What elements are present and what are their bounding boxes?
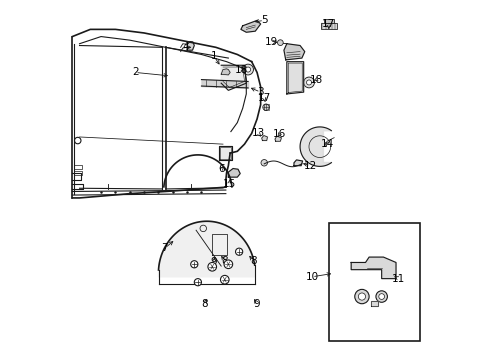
Polygon shape [261,135,267,140]
Circle shape [303,77,314,88]
Text: 10: 10 [305,272,318,282]
Bar [74,171,82,175]
Text: 11: 11 [391,274,405,284]
Polygon shape [300,127,331,166]
Bar [263,104,268,110]
Text: 17: 17 [257,93,270,103]
Circle shape [358,293,365,300]
Polygon shape [221,65,246,90]
Text: 19: 19 [264,37,278,47]
Circle shape [220,275,228,284]
Circle shape [224,260,232,269]
Text: 7: 7 [161,243,168,253]
Text: 17: 17 [322,19,335,29]
Polygon shape [274,136,281,141]
Circle shape [242,64,253,75]
Polygon shape [370,301,377,306]
Text: 4: 4 [182,42,188,52]
Bar [74,165,82,169]
Circle shape [235,248,242,255]
Polygon shape [187,41,194,50]
Polygon shape [286,62,303,94]
Text: 12: 12 [304,161,317,171]
Polygon shape [284,44,304,60]
Text: 2: 2 [132,67,138,77]
Text: 6: 6 [218,164,224,174]
Text: 1: 1 [210,51,217,61]
Text: 14: 14 [320,139,333,149]
Circle shape [245,67,250,72]
Circle shape [378,294,384,300]
Polygon shape [221,69,230,75]
Text: 9: 9 [253,299,260,309]
Text: 5: 5 [261,15,267,26]
Circle shape [354,289,368,304]
Bar [320,23,336,30]
Polygon shape [219,146,231,160]
Polygon shape [241,21,260,32]
Circle shape [262,104,269,111]
Text: 8: 8 [201,299,207,309]
Text: 15: 15 [223,179,236,189]
Bar [328,223,419,341]
Polygon shape [158,221,254,277]
Text: 9: 9 [210,257,217,267]
Polygon shape [228,168,240,177]
Text: 8: 8 [221,256,227,266]
Circle shape [207,262,216,271]
Text: 16: 16 [272,129,285,139]
Circle shape [375,291,386,302]
Text: 3: 3 [257,87,264,97]
Circle shape [306,80,311,85]
Circle shape [194,279,201,286]
Bar [323,19,333,23]
Circle shape [261,159,267,166]
Circle shape [190,261,198,268]
Text: 18: 18 [309,75,322,85]
Polygon shape [293,160,302,166]
Circle shape [277,40,283,45]
Polygon shape [350,257,395,279]
Text: 13: 13 [251,129,264,138]
Text: 8: 8 [250,256,256,266]
Polygon shape [287,63,302,93]
Text: 18: 18 [235,64,248,75]
